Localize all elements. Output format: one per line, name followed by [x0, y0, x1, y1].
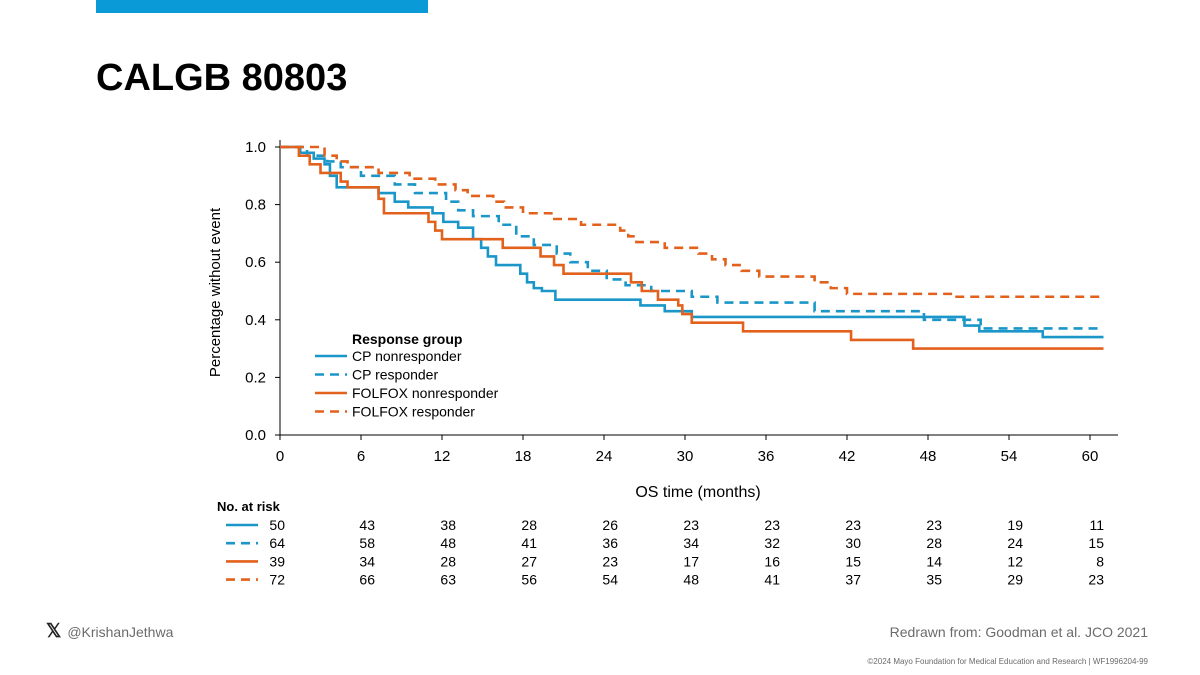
x-tick-label: 18: [515, 448, 532, 465]
y-tick-label: 0.4: [245, 312, 266, 329]
x-tick-label: 24: [596, 448, 613, 465]
handle-text: @KrishanJethwa: [67, 624, 174, 640]
risk-count: 36: [602, 535, 618, 551]
legend-label: CP responder: [352, 367, 438, 383]
risk-count: 26: [602, 517, 618, 533]
risk-count: 72: [269, 572, 285, 588]
y-tick-label: 0.6: [245, 254, 266, 271]
risk-count: 28: [521, 517, 537, 533]
risk-count: 29: [1007, 572, 1023, 588]
risk-count: 23: [602, 553, 618, 569]
y-tick-label: 0.0: [245, 427, 266, 444]
x-axis-title: OS time (months): [635, 484, 760, 501]
risk-count: 23: [845, 517, 861, 533]
legend-label: CP nonresponder: [352, 348, 462, 364]
risk-count: 8: [1096, 553, 1104, 569]
risk-count: 19: [1007, 517, 1023, 533]
risk-count: 11: [1089, 517, 1104, 533]
risk-count: 43: [359, 517, 375, 533]
x-tick-label: 60: [1082, 448, 1099, 465]
risk-count: 66: [359, 572, 375, 588]
risk-count: 63: [440, 572, 456, 588]
risk-count: 23: [926, 517, 942, 533]
risk-count: 39: [269, 553, 285, 569]
risk-count: 50: [269, 517, 285, 533]
legend-title: Response group: [352, 331, 462, 347]
slide-title: CALGB 80803: [96, 57, 348, 99]
risk-count: 15: [1088, 535, 1104, 551]
legend-label: FOLFOX nonresponder: [352, 385, 499, 401]
x-tick-label: 54: [1001, 448, 1018, 465]
risk-count: 23: [683, 517, 699, 533]
risk-count: 41: [521, 535, 537, 551]
curve-cp-nonresponder: [280, 145, 1104, 339]
axes: 0.0 0.2 0.4 0.6 0.8 1.0 0 6 12 18 24 30 36 42 48 54 60 OS…: [207, 139, 1118, 501]
risk-count: 37: [845, 572, 861, 588]
x-tick-label: 0: [276, 448, 284, 465]
risk-table: No. at risk 50 43 38 28 26 23 23 23 23 19 11 64 58 48 4…: [217, 499, 1104, 588]
x-tick-label: 36: [758, 448, 775, 465]
x-tick-label: 30: [677, 448, 694, 465]
x-tick-label: 6: [357, 448, 365, 465]
x-tick-label: 42: [839, 448, 856, 465]
risk-count: 28: [926, 535, 942, 551]
risk-count: 38: [440, 517, 456, 533]
risk-count: 24: [1007, 535, 1023, 551]
y-axis-title: Percentage without event: [207, 207, 224, 377]
survival-curves: [280, 145, 1104, 350]
risk-count: 30: [845, 535, 861, 551]
copyright-notice: ©2024 Mayo Foundation for Medical Educat…: [867, 657, 1148, 666]
x-tick-label: 48: [920, 448, 937, 465]
risk-count: 58: [359, 535, 375, 551]
risk-count: 23: [764, 517, 780, 533]
x-logo-icon: 𝕏: [46, 621, 62, 642]
y-tick-label: 0.8: [245, 197, 266, 214]
risk-count: 32: [764, 535, 780, 551]
risk-count: 41: [764, 572, 780, 588]
y-tick-label: 0.2: [245, 369, 266, 386]
curve-folfox-responder: [280, 145, 1104, 299]
risk-count: 28: [440, 553, 456, 569]
risk-table-title: No. at risk: [217, 499, 281, 514]
km-chart: 0.0 0.2 0.4 0.6 0.8 1.0 0 6 12 18 24 30 36 42 48 54 60 OS…: [207, 139, 1118, 588]
risk-count: 48: [440, 535, 456, 551]
risk-count: 27: [521, 553, 537, 569]
risk-count: 56: [521, 572, 537, 588]
risk-count: 17: [683, 553, 699, 569]
risk-count: 54: [602, 572, 618, 588]
risk-count: 12: [1007, 553, 1023, 569]
accent-bar: [96, 0, 428, 13]
y-tick-label: 1.0: [245, 139, 266, 156]
risk-count: 34: [359, 553, 375, 569]
legend-label: FOLFOX responder: [352, 404, 475, 420]
risk-count: 23: [1088, 572, 1104, 588]
curve-cp-responder: [280, 145, 1104, 330]
social-handle[interactable]: 𝕏 @KrishanJethwa: [46, 622, 173, 642]
source-citation: Redrawn from: Goodman et al. JCO 2021: [889, 624, 1148, 640]
risk-count: 35: [926, 572, 942, 588]
x-tick-label: 12: [434, 448, 451, 465]
risk-count: 64: [269, 535, 285, 551]
curve-folfox-nonresponder: [280, 145, 1104, 350]
risk-count: 34: [683, 535, 699, 551]
risk-count: 16: [764, 553, 780, 569]
risk-count: 15: [845, 553, 861, 569]
risk-count: 48: [683, 572, 699, 588]
risk-count: 14: [926, 553, 942, 569]
